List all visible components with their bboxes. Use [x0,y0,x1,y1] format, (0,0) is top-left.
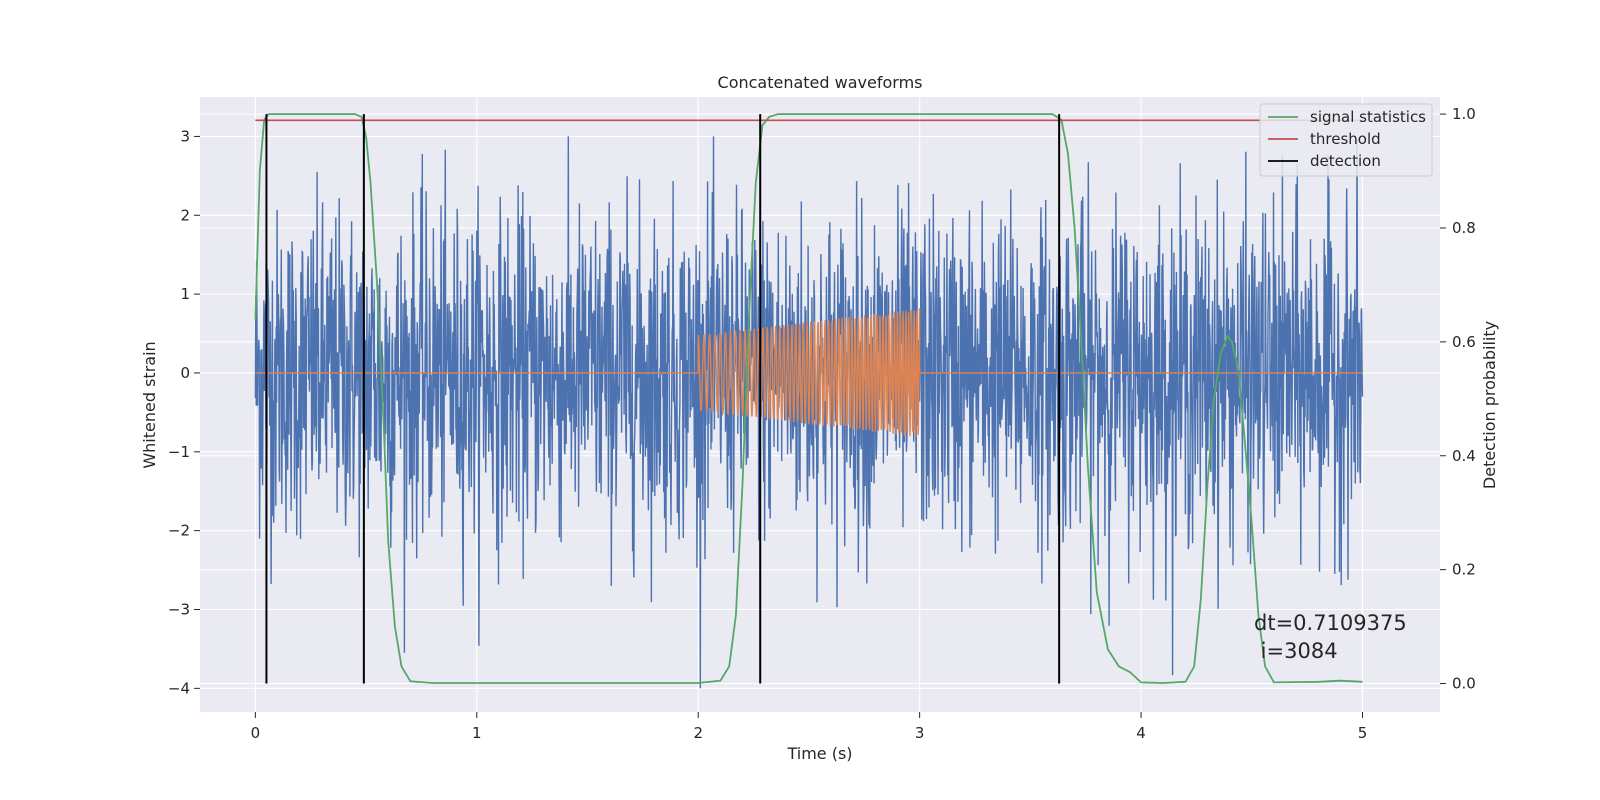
plot-series [254,113,1364,689]
right-axis-ticks: 0.0 0.2 0.4 0.6 0.8 1.0 [1440,105,1476,693]
y-tick-label-5: 1 [180,285,190,303]
y-axis-right-label: Detection probability [1480,321,1499,489]
y-tick-label-2: −2 [168,522,190,540]
legend-label-detection: detection [1310,152,1381,170]
y-tick-label-4: 0 [180,364,190,382]
y-tick-label-7: 3 [180,127,190,145]
y-right-tick-label-0: 0.0 [1452,675,1476,693]
x-axis-ticks: 0 1 2 3 4 5 [251,712,1368,742]
y-tick-label-0: −4 [168,679,190,697]
legend-box [1259,103,1433,177]
legend-label-threshold: threshold [1310,130,1381,148]
x-axis-label: Time (s) [786,744,852,763]
x-tick-label-1: 1 [472,724,482,742]
y-tick-label-6: 2 [180,206,190,224]
x-tick-label-0: 0 [251,724,261,742]
chirp-line [255,308,1363,438]
detection-series [265,114,1061,684]
x-tick-label-3: 3 [915,724,925,742]
chirp-series [255,308,1363,438]
legend: signal statistics threshold detection [1259,103,1433,177]
annotation-i: i=3084 [1254,639,1338,663]
y-tick-label-1: −3 [168,601,190,619]
y-right-tick-label-5: 1.0 [1452,105,1476,123]
left-axis-ticks: −4 −3 −2 −1 0 1 2 3 [168,127,200,697]
signal-statistics-series [254,113,1363,684]
signal-statistics-line [254,113,1363,684]
y-right-tick-label-4: 0.8 [1452,219,1476,237]
y-right-tick-label-2: 0.4 [1452,447,1476,465]
x-tick-label-4: 4 [1136,724,1146,742]
y-axis-label: Whitened strain [140,341,159,468]
legend-label-signal-statistics: signal statistics [1310,108,1426,126]
y-tick-label-3: −1 [168,443,190,461]
chart-title: Concatenated waveforms [718,73,923,92]
y-right-tick-label-1: 0.2 [1452,561,1476,579]
x-tick-label-5: 5 [1358,724,1368,742]
x-tick-label-2: 2 [693,724,703,742]
annotation-dt: dt=0.7109375 [1254,611,1407,635]
y-right-tick-label-3: 0.6 [1452,333,1476,351]
noise-line [254,136,1364,689]
noise-series [254,136,1364,689]
